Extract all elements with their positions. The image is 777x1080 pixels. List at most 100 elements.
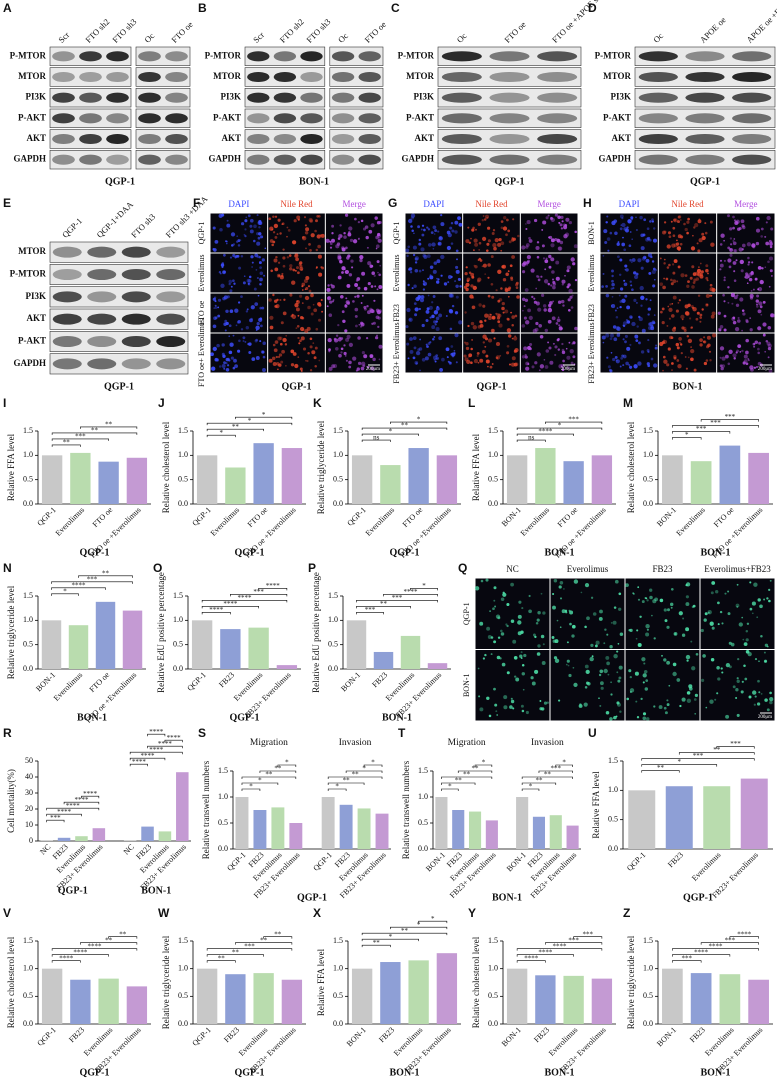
cell-dot	[769, 700, 773, 705]
cell-dot	[297, 271, 300, 275]
significance-bracket	[361, 932, 448, 936]
cell-dot	[710, 294, 713, 297]
cell-dot	[274, 235, 278, 239]
cell-dot	[629, 231, 632, 233]
cell-dot	[524, 355, 528, 359]
y-tick-label: 0.5	[23, 991, 33, 1000]
cell-dot	[517, 631, 522, 636]
protein-band	[537, 51, 578, 62]
cell-dot	[625, 228, 629, 233]
cell-dot	[351, 266, 354, 269]
cell-dot	[327, 284, 330, 287]
cell-dot	[669, 335, 673, 340]
cell-dot	[429, 341, 432, 344]
cell-dot	[225, 361, 228, 365]
cell-dot	[501, 301, 505, 306]
cell-dot	[707, 272, 709, 275]
cell-dot	[519, 654, 523, 658]
y-axis-label: Relative FFA level	[316, 948, 326, 1016]
cell-dot	[239, 239, 242, 242]
cell-dot	[259, 306, 263, 310]
cell-dot	[212, 324, 217, 329]
cell-dot	[516, 295, 520, 299]
cell-dot	[616, 671, 619, 674]
column-header: DAPI	[228, 199, 249, 209]
cell-dot	[359, 254, 364, 260]
significance-bracket	[129, 751, 183, 755]
bar	[535, 975, 556, 1024]
cell-dot	[745, 318, 749, 322]
cell-dot	[254, 253, 259, 258]
cell-dot	[467, 324, 470, 328]
cell-dot	[547, 341, 550, 344]
cell-dot	[332, 299, 335, 301]
cell-dot	[637, 258, 642, 263]
cell-dot	[218, 271, 222, 274]
cell-dot	[617, 255, 620, 259]
cell-dot	[635, 272, 639, 276]
cell-dot	[491, 295, 495, 299]
significance-label: ***	[682, 954, 693, 962]
cell-dot	[475, 228, 477, 231]
significance-bracket	[80, 426, 138, 429]
significance-label: **	[472, 765, 480, 773]
cell-dot	[705, 359, 709, 362]
cell-dot	[360, 219, 364, 223]
cell-dot	[291, 280, 296, 285]
cell-dot	[673, 326, 676, 330]
cell-dot	[566, 285, 570, 289]
cell-dot	[672, 271, 676, 275]
cell-dot	[259, 266, 262, 269]
cell-dot	[649, 595, 653, 600]
significance-bracket	[545, 421, 603, 425]
cell-dot	[540, 592, 543, 595]
cell-dot	[496, 655, 501, 660]
cell-dot	[548, 346, 552, 350]
cell-dot	[704, 231, 708, 235]
cell-dot	[434, 323, 437, 326]
cell-dot	[701, 235, 706, 241]
cell-dot	[360, 325, 362, 328]
cell-dot	[495, 289, 498, 292]
cell-dot	[626, 320, 631, 324]
cell-dot	[244, 340, 247, 343]
cell-dot	[258, 232, 262, 236]
cell-dot	[535, 245, 540, 251]
cell-dot	[605, 221, 608, 224]
bar	[566, 825, 579, 849]
cell-dot	[634, 671, 639, 676]
cell-dot	[619, 287, 624, 291]
protein-band	[121, 291, 151, 303]
cell-dot	[361, 294, 364, 297]
cell-dot	[374, 216, 378, 220]
cell-dot	[464, 271, 468, 276]
cell-dot	[501, 662, 506, 667]
cell-dot	[673, 354, 677, 359]
protein-band	[273, 92, 297, 103]
cell-dot	[459, 285, 462, 288]
cell-dot	[622, 364, 625, 367]
cell-dot	[696, 268, 702, 273]
cell-dot	[739, 259, 744, 265]
cell-dot	[421, 233, 425, 237]
cell-dot	[765, 221, 768, 224]
cell-dot	[642, 681, 645, 684]
bar	[373, 651, 394, 669]
cell-label: QGP-1	[495, 176, 525, 187]
cell-dot	[729, 237, 733, 240]
cell-dot	[572, 355, 576, 359]
cell-dot	[752, 342, 756, 346]
cell-dot	[624, 340, 627, 344]
cell-dot	[642, 673, 647, 678]
bar	[321, 797, 335, 849]
cell-dot	[550, 217, 555, 223]
cell-dot	[630, 216, 634, 220]
cell-dot	[738, 247, 743, 252]
cell-dot	[585, 681, 590, 685]
cell-dot	[677, 215, 681, 219]
cell-dot	[279, 232, 282, 235]
significance-label: ***	[696, 425, 707, 433]
cell-dot	[693, 368, 697, 372]
cell-dot	[650, 357, 654, 361]
cell-dot	[639, 615, 642, 619]
